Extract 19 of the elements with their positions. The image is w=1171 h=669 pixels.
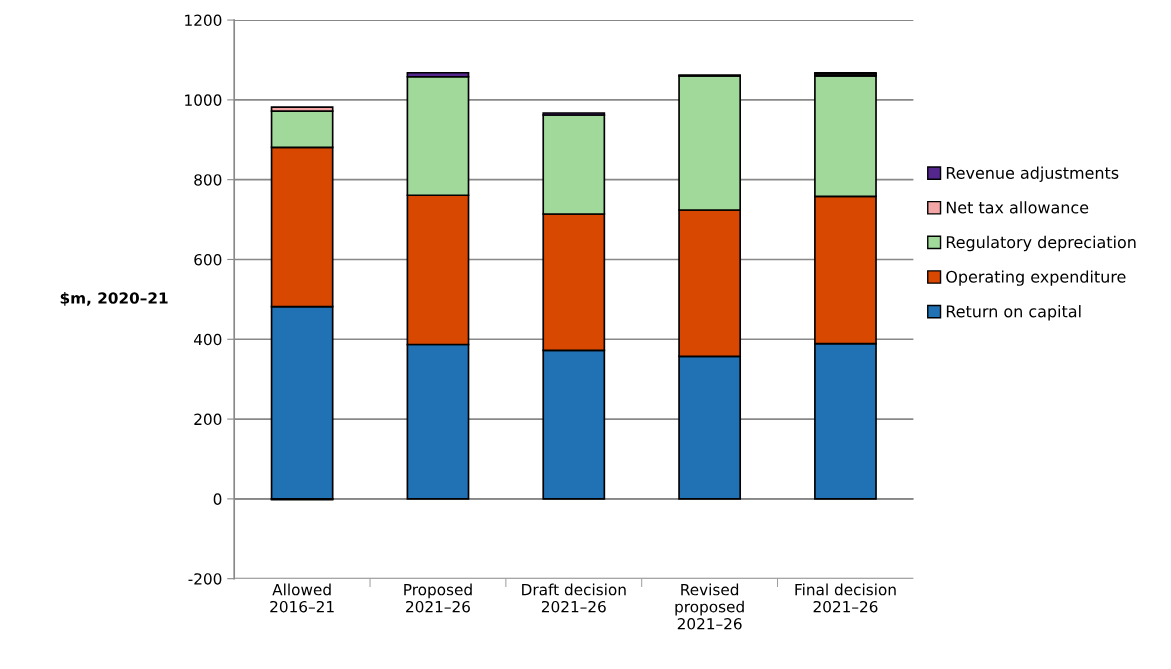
legend-label: Operating expenditure [946, 270, 1126, 286]
y-tick-label: 0 [213, 493, 222, 505]
legend-label: Regulatory depreciation [946, 235, 1136, 252]
y-tick-label: 1000 [185, 94, 222, 106]
y-tick-label: 800 [194, 174, 222, 186]
y-tick-label: 400 [193, 333, 222, 346]
x-tick-label: Draft decision 2021–26 [522, 583, 626, 613]
y-axis-title: $m, 2020–21 [60, 291, 168, 306]
x-tick-label: Proposed 2021–26 [404, 583, 472, 613]
x-tick-label: Final decision 2021–26 [795, 583, 896, 613]
x-tick-label: Allowed 2016–21 [270, 583, 334, 613]
legend-label: Return on capital [946, 305, 1081, 321]
y-tick-label: 1200 [185, 14, 222, 27]
y-tick-label: 200 [194, 413, 222, 426]
legend-label: Net tax allowance [946, 201, 1089, 214]
y-tick-label: 600 [194, 253, 222, 266]
y-tick-label: -200 [188, 573, 222, 585]
x-tick-label: Revised proposed 2021–26 [675, 583, 744, 630]
legend-label: Revenue adjustments [946, 166, 1119, 182]
